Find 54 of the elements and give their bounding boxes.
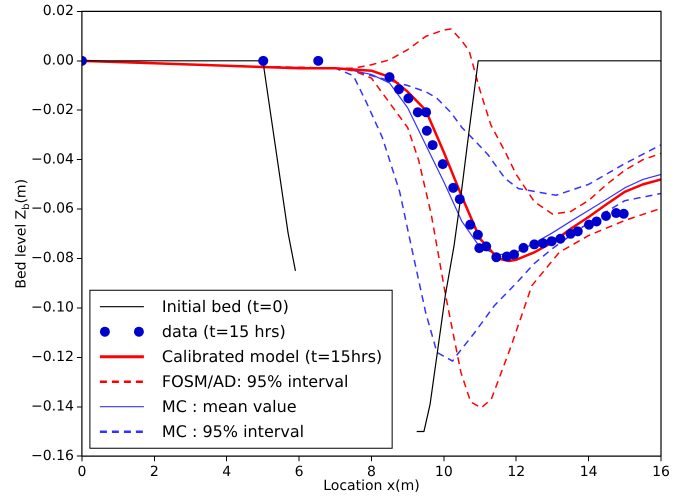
y-axis-title: Bed level Zb(m) bbox=[14, 178, 32, 289]
point bbox=[592, 216, 602, 226]
y-tick-label: 0.02 bbox=[42, 3, 74, 20]
y-tick-label: 0.00 bbox=[42, 52, 74, 68]
x-tick-label: 12 bbox=[507, 464, 526, 480]
point bbox=[555, 234, 566, 244]
y-tick-label: −0.16 bbox=[30, 448, 74, 464]
y-tick-label: −0.14 bbox=[30, 398, 74, 414]
legend-label: MC : 95% interval bbox=[162, 422, 304, 441]
x-tick-label: 16 bbox=[652, 464, 670, 480]
x-tick-label: 4 bbox=[222, 464, 232, 480]
legend-label: FOSM/AD: 95% interval bbox=[162, 372, 348, 391]
point bbox=[572, 226, 583, 236]
y-tick-label: −0.04 bbox=[30, 151, 74, 168]
point bbox=[618, 208, 629, 219]
y-tick-label: −0.10 bbox=[30, 300, 74, 316]
legend-label: Initial bed (t=0) bbox=[162, 296, 289, 316]
x-tick-label: 2 bbox=[150, 464, 159, 480]
point bbox=[529, 239, 540, 250]
point bbox=[422, 126, 432, 136]
point bbox=[403, 93, 414, 104]
x-tick-label: 6 bbox=[294, 464, 304, 480]
legend-label: MC : mean value bbox=[162, 396, 297, 416]
y-tick-label: −0.06 bbox=[30, 200, 74, 217]
y-tick-label: −0.02 bbox=[30, 102, 74, 118]
point bbox=[600, 211, 611, 222]
point bbox=[472, 230, 483, 240]
point bbox=[421, 107, 432, 118]
point bbox=[313, 56, 324, 66]
point bbox=[412, 107, 423, 118]
point bbox=[491, 252, 502, 262]
point bbox=[509, 250, 520, 260]
y-tick-label: −0.08 bbox=[30, 250, 74, 266]
y-tick-label: −0.12 bbox=[30, 348, 74, 365]
point bbox=[384, 72, 395, 82]
x-tick-label: 8 bbox=[366, 464, 376, 480]
x-tick-label: 10 bbox=[434, 464, 453, 480]
legend-label: data (t=15 hrs) bbox=[162, 322, 286, 341]
point bbox=[546, 236, 557, 246]
point bbox=[258, 56, 268, 66]
point bbox=[538, 238, 548, 248]
point bbox=[428, 140, 438, 150]
x-axis-title: Location x(m) bbox=[323, 478, 420, 494]
point bbox=[394, 84, 404, 94]
point bbox=[438, 159, 448, 170]
point bbox=[481, 241, 492, 252]
point bbox=[465, 220, 476, 230]
x-tick-label: 0 bbox=[77, 464, 86, 480]
point bbox=[584, 220, 594, 230]
legend-label: Calibrated model (t=15hrs) bbox=[162, 346, 382, 366]
x-tick-label: 14 bbox=[580, 464, 598, 480]
point bbox=[448, 182, 458, 193]
point bbox=[518, 242, 528, 253]
point bbox=[454, 194, 465, 204]
